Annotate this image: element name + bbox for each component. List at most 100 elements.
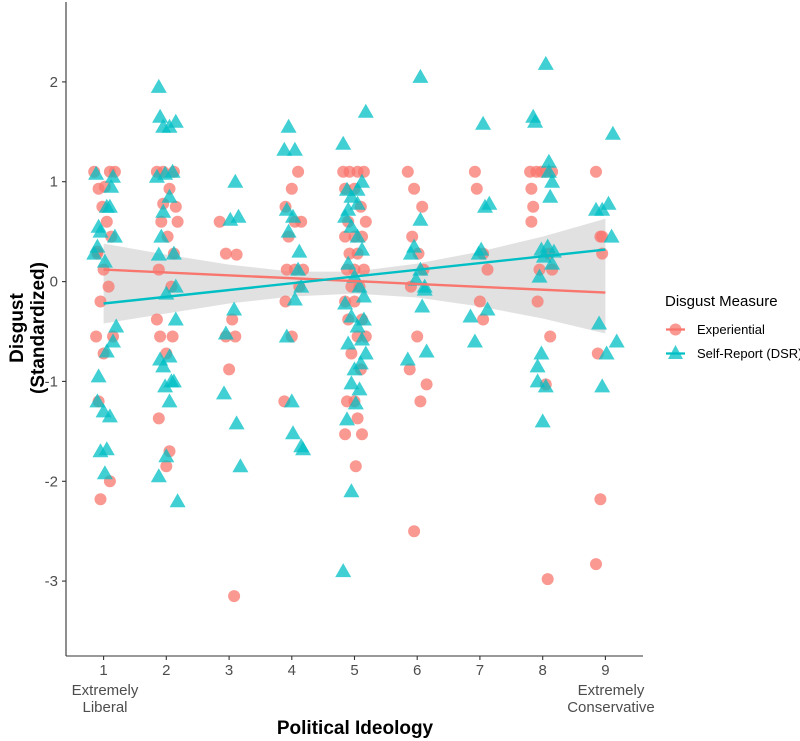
legend-key-dsr-marker [668, 345, 683, 359]
dsr-point [603, 228, 620, 243]
y-axis-title-line1: Disgust [7, 292, 28, 362]
experiential-point [470, 182, 483, 195]
x-ticks: 1 2 3 4 5 6 7 8 9 [99, 656, 610, 679]
dsr-point [475, 115, 492, 130]
dsr-point [283, 393, 300, 408]
experiential-point [357, 263, 370, 276]
experiential-point [473, 295, 486, 308]
dsr-point [90, 218, 107, 233]
dsr-point [534, 413, 551, 428]
experiential-point [596, 230, 609, 243]
dsr-point [228, 415, 245, 430]
y-axis-title-line2: (Standardized) [28, 262, 49, 394]
dsr-point [408, 271, 424, 286]
experiential-point [169, 200, 182, 213]
dsr-point [349, 228, 366, 243]
dsr-point [150, 78, 167, 93]
points-layer [86, 55, 625, 603]
dsr-point [278, 201, 295, 216]
dsr-point [167, 278, 184, 293]
experiential-point [345, 347, 358, 360]
dsr-point [355, 288, 372, 303]
dsr-point [414, 298, 431, 313]
experiential-point [348, 295, 361, 308]
dsr-fit-line [103, 248, 606, 305]
dsr-point [540, 163, 557, 178]
dsr-point [152, 108, 169, 123]
experiential-point [90, 330, 103, 343]
x-end-label-left-2: Liberal [82, 699, 127, 716]
dsr-point [351, 278, 368, 293]
dsr-point [155, 203, 172, 218]
dsr-point [230, 208, 247, 223]
dsr-point [527, 113, 544, 128]
dsr-point [470, 245, 487, 260]
legend: Disgust Measure Experiential Self-Report… [665, 293, 800, 364]
x-tick-label: 7 [476, 662, 484, 679]
dsr-point [161, 348, 178, 363]
dsr-point [286, 291, 303, 306]
experiential-point [403, 363, 416, 376]
dsr-point [164, 163, 181, 178]
x-tick-label: 6 [413, 662, 421, 679]
dsr-point [481, 195, 498, 210]
dsr-point [537, 55, 554, 70]
dsr-point [153, 228, 170, 243]
dsr-point [96, 253, 113, 268]
dsr-point [226, 301, 243, 316]
dsr-point [608, 333, 625, 348]
dsr-point [340, 335, 357, 350]
experiential-point [339, 230, 352, 243]
dsr-point [343, 218, 360, 233]
x-tick-label: 9 [601, 662, 609, 679]
dsr-point [167, 311, 184, 326]
x-tick-label: 4 [288, 662, 296, 679]
dsr-point [343, 308, 360, 323]
dsr-point [352, 355, 369, 370]
dsr-point [108, 318, 125, 333]
dsr-point [529, 373, 546, 388]
legend-key-experiential-marker [669, 323, 682, 336]
dsr-point [90, 368, 107, 383]
experiential-point [414, 395, 427, 408]
dsr-point [161, 188, 178, 203]
dsr-point [217, 325, 234, 340]
dsr-point [354, 241, 370, 256]
experiential-point [228, 590, 241, 603]
experiential-point [401, 165, 414, 178]
experiential-point [420, 378, 433, 391]
experiential-point [285, 182, 298, 195]
dsr-point [106, 228, 123, 243]
dsr-point [165, 373, 182, 388]
experiential-point [525, 182, 538, 195]
dsr-point [544, 173, 561, 188]
dsr-point [216, 385, 232, 400]
dsr-point [533, 241, 550, 256]
y-tick-label: -2 [45, 473, 58, 490]
y-tick-label: 1 [50, 174, 58, 191]
dsr-point [291, 243, 308, 258]
dsr-point [600, 195, 617, 210]
experiential-point [152, 263, 165, 276]
dsr-point [479, 301, 496, 316]
legend-label-dsr: Self-Report (DSR) [697, 346, 800, 361]
dsr-point [101, 198, 118, 213]
experiential-point [359, 215, 372, 228]
experiential-point [544, 330, 557, 343]
y-tick-label: 0 [50, 274, 58, 291]
dsr-point [335, 135, 352, 150]
dsr-point [158, 448, 175, 463]
dsr-point [88, 165, 105, 180]
dsr-point [280, 118, 297, 133]
dsr-point [349, 195, 366, 210]
dsr-point [406, 238, 423, 253]
dsr-point [357, 103, 374, 118]
experiential-fit-line [103, 268, 606, 294]
experiential-point [356, 428, 368, 441]
experiential-point [416, 200, 429, 213]
dsr-point [98, 441, 115, 456]
dsr-point [594, 378, 611, 393]
experiential-point [527, 200, 540, 213]
dsr-point [103, 178, 120, 193]
